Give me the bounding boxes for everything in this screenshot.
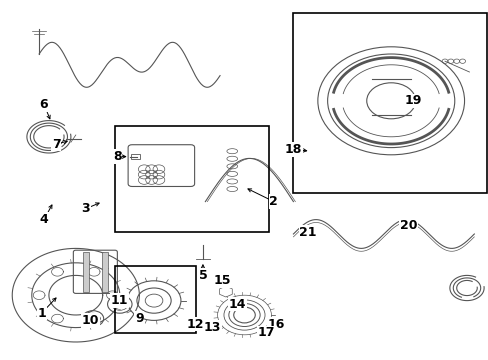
Text: 19: 19 <box>404 94 421 107</box>
Text: 20: 20 <box>399 219 416 231</box>
Text: 12: 12 <box>186 318 204 330</box>
Bar <box>102 252 107 292</box>
Text: 13: 13 <box>203 321 221 334</box>
Text: 21: 21 <box>299 226 316 239</box>
Text: 8: 8 <box>113 150 122 163</box>
Bar <box>115 126 268 232</box>
Text: 6: 6 <box>40 98 48 111</box>
Text: 1: 1 <box>37 307 46 320</box>
Text: 15: 15 <box>213 274 231 287</box>
Bar <box>293 13 486 193</box>
Text: 5: 5 <box>198 269 207 282</box>
Text: 2: 2 <box>269 195 278 208</box>
Text: 9: 9 <box>135 312 143 325</box>
Text: 7: 7 <box>52 138 61 150</box>
Text: 14: 14 <box>228 298 245 311</box>
Text: 17: 17 <box>257 327 275 339</box>
Bar <box>131 154 140 159</box>
Text: 11: 11 <box>111 294 128 307</box>
Text: 3: 3 <box>81 202 90 215</box>
Text: 10: 10 <box>81 314 99 327</box>
Bar <box>115 266 195 333</box>
Text: 16: 16 <box>267 318 285 330</box>
Text: 4: 4 <box>40 213 48 226</box>
Bar <box>83 252 89 292</box>
Text: 18: 18 <box>284 143 302 156</box>
